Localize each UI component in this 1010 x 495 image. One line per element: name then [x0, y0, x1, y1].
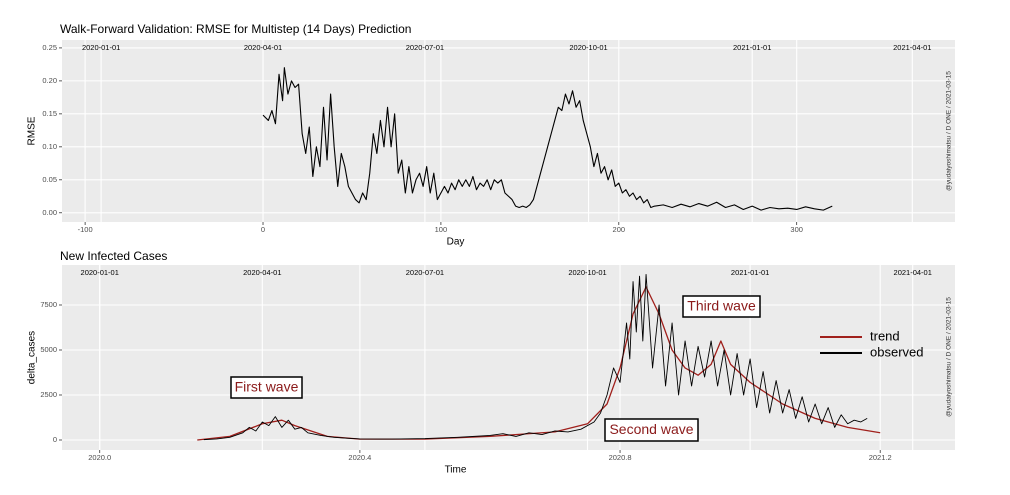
x-tick-label: 100: [435, 225, 448, 234]
y-tick-label: 7500: [40, 300, 57, 309]
annotation-box: [604, 418, 699, 442]
caption: @yudaiyoshimatsu / D ONE / 2021-03-15: [946, 297, 953, 417]
y-tick-label: 0: [53, 435, 57, 444]
x-axis-title: Day: [447, 237, 465, 248]
legend-label: trend: [870, 328, 900, 343]
y-tick-label: 2500: [40, 390, 57, 399]
top-date-label: 2020-04-01: [244, 43, 282, 52]
annotation: Second wave: [609, 421, 693, 437]
top-date-label: 2020-04-01: [243, 268, 281, 277]
y-tick-label: 0.10: [42, 142, 57, 151]
annotation: First wave: [235, 379, 299, 395]
y-tick-label: 5000: [40, 345, 57, 354]
line: [262, 67, 833, 211]
y-tick-label: 0.25: [42, 43, 57, 52]
y-tick-label: 0.05: [42, 175, 57, 184]
annotation-box: [230, 376, 303, 399]
x-tick-label: 2021.2: [869, 453, 892, 462]
chart-title: Walk-Forward Validation: RMSE for Multis…: [60, 22, 411, 36]
x-tick-label: -100: [78, 225, 93, 234]
chart-title: New Infected Cases: [60, 249, 167, 263]
top-date-label: 2020-01-01: [82, 43, 120, 52]
x-tick-label: 2020.8: [609, 453, 632, 462]
x-axis-title: Time: [445, 465, 467, 476]
top-date-label: 2021-04-01: [893, 43, 931, 52]
top-date-label: 2020-07-01: [406, 268, 444, 277]
x-tick-label: 2020.0: [88, 453, 111, 462]
x-tick-label: 0: [261, 225, 265, 234]
top-date-label: 2020-10-01: [569, 43, 607, 52]
legend-label: observed: [870, 344, 923, 359]
line: [197, 286, 881, 441]
plot-panel: [62, 265, 955, 450]
plot-panel: [62, 40, 955, 222]
x-tick-label: 200: [613, 225, 626, 234]
top-date-label: 2020-07-01: [406, 43, 444, 52]
y-axis-title: delta_cases: [27, 331, 38, 384]
caption: @yudaiyoshimatsu / D ONE / 2021-03-15: [946, 71, 953, 191]
top-date-label: 2021-01-01: [733, 43, 771, 52]
y-axis-title: RMSE: [27, 116, 38, 145]
top-date-label: 2021-01-01: [731, 268, 769, 277]
annotations: First wave Second wave Third wave: [230, 295, 761, 442]
top-date-label: 2020-01-01: [81, 268, 119, 277]
y-tick-label: 0.20: [42, 76, 57, 85]
y-tick-label: 0.00: [42, 208, 57, 217]
y-tick-label: 0.15: [42, 109, 57, 118]
x-tick-label: 2020.4: [348, 453, 371, 462]
line: [203, 273, 868, 441]
top-date-label: 2021-04-01: [894, 268, 932, 277]
annotation-box: [682, 295, 761, 318]
x-tick-label: 300: [790, 225, 803, 234]
top-date-label: 2020-10-01: [568, 268, 606, 277]
annotation: Third wave: [687, 298, 756, 314]
